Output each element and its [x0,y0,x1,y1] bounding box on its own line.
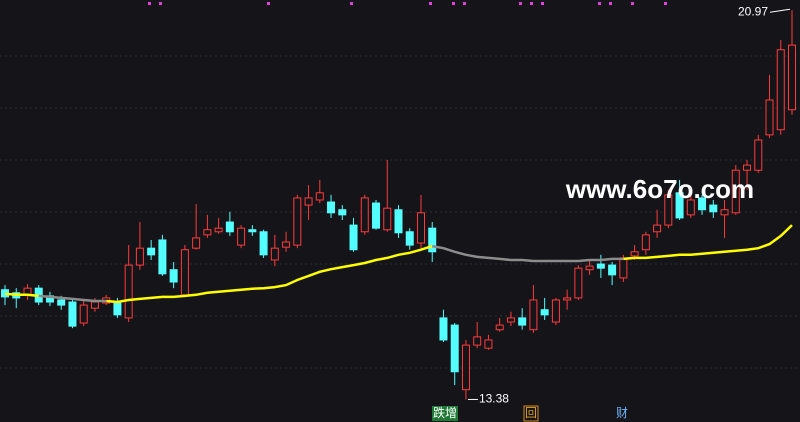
candle-body [315,192,324,201]
candle-body [282,241,291,248]
candle-body [147,247,156,256]
candle-body [439,317,448,341]
moving-average-line [4,224,793,304]
signal-dot [159,2,162,5]
candle-body [540,309,549,316]
signal-dot [148,2,151,5]
candle-body [608,264,617,276]
candle-body [135,247,144,266]
candle-body [641,234,650,251]
candle-body [237,227,246,246]
candle-body [698,197,707,211]
candle-body [180,249,189,296]
candle-body [518,317,527,326]
candle-body [776,49,785,131]
plot: 20.97 13.38 [1,4,796,406]
candle-body [124,264,133,319]
candle-body [720,209,729,216]
signal-dot [541,2,544,5]
annotation-arrow [769,8,791,13]
candle-body [495,324,504,331]
signal-dots [148,2,667,5]
candle-body [551,299,560,323]
high-label: 20.97 [738,4,768,18]
candle-body [743,164,752,171]
candle-body [113,301,122,316]
marker: 财 [616,406,628,420]
moving-average-line [38,244,624,303]
candle-body [686,199,695,216]
candle-body [90,301,99,309]
signal-dot [519,2,522,5]
candle-body [338,209,347,216]
marker-box [432,406,458,421]
candle-body [394,209,403,234]
candle-body [203,229,212,236]
candle-body [473,336,482,346]
candle-body [214,227,223,233]
candle-body [270,247,279,261]
candle-body [596,263,605,269]
candle-body [360,197,369,233]
signal-dot [429,2,432,5]
candle-body [754,139,763,171]
candle-body [731,169,740,214]
marker: 回 [525,406,537,420]
candle-body [416,212,425,244]
candle-body [529,299,538,331]
low-label: 13.38 [479,392,509,406]
candle-body [349,224,358,251]
candle-body [327,201,336,214]
signal-dot [350,2,353,5]
candle-body [450,324,459,373]
signal-dot [631,2,634,5]
watermark: www.6o7o.com [565,174,754,204]
candle-body [563,297,572,301]
candle-body [675,192,684,219]
signal-dot [267,2,270,5]
marker: 跌增 [433,405,457,420]
candle-body [372,202,381,229]
candle-body [428,227,437,253]
candle-body [405,231,414,246]
marker-box [523,405,539,422]
signal-dot [530,2,533,5]
candle-body [259,231,268,256]
candle-body [585,265,594,271]
candle-body [574,267,583,299]
candle-body [484,339,493,349]
candle-body [506,317,515,323]
signal-dot [463,2,466,5]
signal-dot [664,2,667,5]
candle-body [709,204,718,213]
candle-body [788,44,796,111]
candle-body [653,224,662,233]
candle-body [225,221,234,233]
candle-body [79,304,88,324]
candle-body [293,197,302,246]
signal-dot [598,2,601,5]
candle-body [765,99,774,136]
candle-body [304,197,313,206]
candle-body [57,299,66,306]
candle-body [664,194,673,226]
signal-dot [452,2,455,5]
candle-body [630,251,639,257]
candle-body [383,207,392,231]
signal-dot [609,2,612,5]
candle-body [169,269,178,283]
candle-body [192,237,201,249]
candle-body [158,239,167,275]
candle-body [248,229,257,233]
candle-body [461,344,470,391]
candle-body [619,257,628,279]
candle-body [68,301,77,327]
